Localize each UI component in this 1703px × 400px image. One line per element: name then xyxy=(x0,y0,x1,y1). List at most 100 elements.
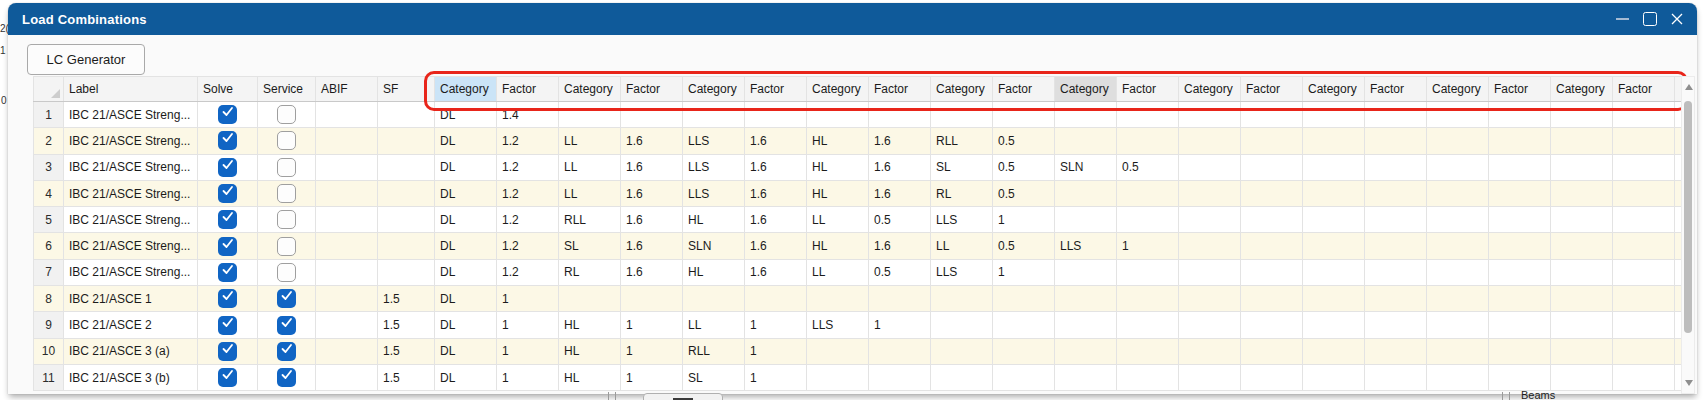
service-checkbox[interactable] xyxy=(277,105,296,124)
abif-cell[interactable] xyxy=(316,233,378,259)
category-cell[interactable] xyxy=(1427,233,1489,259)
factor-cell[interactable] xyxy=(1365,233,1427,259)
column-header-factor-8[interactable]: Factor xyxy=(1365,77,1427,102)
factor-cell[interactable] xyxy=(1365,286,1427,312)
category-cell[interactable] xyxy=(1551,233,1613,259)
label-cell[interactable]: IBC 21/ASCE 3 (b) xyxy=(64,364,198,390)
lc-generator-button[interactable]: LC Generator xyxy=(27,44,145,75)
sf-cell[interactable] xyxy=(378,207,435,233)
abif-cell[interactable] xyxy=(316,312,378,338)
factor-cell[interactable]: 1 xyxy=(993,207,1055,233)
vertical-scrollbar[interactable] xyxy=(1681,76,1695,394)
row-number[interactable]: 4 xyxy=(34,180,64,206)
category-cell[interactable]: LL xyxy=(807,207,869,233)
category-cell[interactable] xyxy=(1427,154,1489,180)
column-header-category-7[interactable]: Category xyxy=(1179,77,1241,102)
abif-cell[interactable] xyxy=(316,180,378,206)
factor-cell[interactable] xyxy=(745,286,807,312)
abif-cell[interactable] xyxy=(316,207,378,233)
category-cell[interactable] xyxy=(931,364,993,390)
factor-cell[interactable]: 1 xyxy=(745,364,807,390)
category-cell[interactable]: SLN xyxy=(1055,154,1117,180)
category-cell[interactable]: LLS xyxy=(807,312,869,338)
solve-checkbox[interactable] xyxy=(218,237,237,256)
factor-cell[interactable] xyxy=(1613,312,1675,338)
factor-cell[interactable] xyxy=(1489,102,1551,128)
category-cell[interactable]: DL xyxy=(435,259,497,285)
service-checkbox[interactable] xyxy=(277,210,296,229)
category-cell[interactable]: LLS xyxy=(931,259,993,285)
solve-cell[interactable] xyxy=(198,364,258,390)
service-checkbox[interactable] xyxy=(277,368,296,387)
factor-cell[interactable] xyxy=(1489,286,1551,312)
row-number[interactable]: 9 xyxy=(34,312,64,338)
service-checkbox[interactable] xyxy=(277,158,296,177)
solve-cell[interactable] xyxy=(198,233,258,259)
category-cell[interactable] xyxy=(1179,286,1241,312)
factor-cell[interactable] xyxy=(1241,259,1303,285)
category-cell[interactable] xyxy=(683,286,745,312)
factor-cell[interactable] xyxy=(1241,338,1303,364)
factor-cell[interactable] xyxy=(1613,102,1675,128)
factor-cell[interactable]: 1.6 xyxy=(745,180,807,206)
category-cell[interactable] xyxy=(931,312,993,338)
factor-cell[interactable] xyxy=(869,338,931,364)
factor-cell[interactable] xyxy=(1489,180,1551,206)
category-cell[interactable] xyxy=(1427,338,1489,364)
factor-cell[interactable]: 1 xyxy=(745,338,807,364)
service-cell[interactable] xyxy=(258,128,316,154)
column-header-factor-2[interactable]: Factor xyxy=(621,77,683,102)
factor-cell[interactable] xyxy=(1365,128,1427,154)
solve-checkbox[interactable] xyxy=(218,342,237,361)
abif-cell[interactable] xyxy=(316,259,378,285)
category-cell[interactable]: SL xyxy=(931,154,993,180)
factor-cell[interactable] xyxy=(1489,154,1551,180)
factor-cell[interactable]: 1.6 xyxy=(621,128,683,154)
factor-cell[interactable]: 1.6 xyxy=(745,259,807,285)
factor-cell[interactable]: 1 xyxy=(497,286,559,312)
factor-cell[interactable] xyxy=(1613,233,1675,259)
factor-cell[interactable] xyxy=(1117,128,1179,154)
category-cell[interactable]: HL xyxy=(807,233,869,259)
column-header-category-8[interactable]: Category xyxy=(1303,77,1365,102)
category-cell[interactable]: HL xyxy=(807,128,869,154)
service-cell[interactable] xyxy=(258,207,316,233)
titlebar[interactable]: Load Combinations xyxy=(8,3,1697,35)
factor-cell[interactable]: 1.6 xyxy=(621,233,683,259)
factor-cell[interactable] xyxy=(1365,102,1427,128)
factor-cell[interactable]: 1 xyxy=(993,259,1055,285)
factor-cell[interactable] xyxy=(993,102,1055,128)
category-cell[interactable] xyxy=(1551,180,1613,206)
category-cell[interactable] xyxy=(683,102,745,128)
category-cell[interactable]: DL xyxy=(435,338,497,364)
sf-cell[interactable]: 1.5 xyxy=(378,338,435,364)
factor-cell[interactable] xyxy=(1365,364,1427,390)
label-cell[interactable]: IBC 21/ASCE Streng... xyxy=(64,233,198,259)
factor-cell[interactable] xyxy=(1489,128,1551,154)
row-number[interactable]: 3 xyxy=(34,154,64,180)
column-header-factor-4[interactable]: Factor xyxy=(869,77,931,102)
category-cell[interactable] xyxy=(1427,259,1489,285)
column-header-category-4[interactable]: Category xyxy=(807,77,869,102)
factor-cell[interactable] xyxy=(1613,338,1675,364)
category-cell[interactable]: RL xyxy=(559,259,621,285)
category-cell[interactable]: LL xyxy=(683,312,745,338)
category-cell[interactable] xyxy=(931,338,993,364)
factor-cell[interactable] xyxy=(1241,286,1303,312)
factor-cell[interactable] xyxy=(1365,154,1427,180)
factor-cell[interactable] xyxy=(1117,207,1179,233)
minimize-button[interactable] xyxy=(1609,3,1636,35)
category-cell[interactable]: DL xyxy=(435,286,497,312)
factor-cell[interactable] xyxy=(1117,259,1179,285)
column-header-category-10[interactable]: Category xyxy=(1551,77,1613,102)
factor-cell[interactable] xyxy=(1241,154,1303,180)
factor-cell[interactable]: 0.5 xyxy=(869,207,931,233)
factor-cell[interactable] xyxy=(869,286,931,312)
sf-cell[interactable]: 1.5 xyxy=(378,286,435,312)
abif-cell[interactable] xyxy=(316,364,378,390)
sf-cell[interactable] xyxy=(378,259,435,285)
category-cell[interactable] xyxy=(1551,154,1613,180)
factor-cell[interactable]: 1.6 xyxy=(869,128,931,154)
category-cell[interactable] xyxy=(1427,180,1489,206)
solve-cell[interactable] xyxy=(198,180,258,206)
